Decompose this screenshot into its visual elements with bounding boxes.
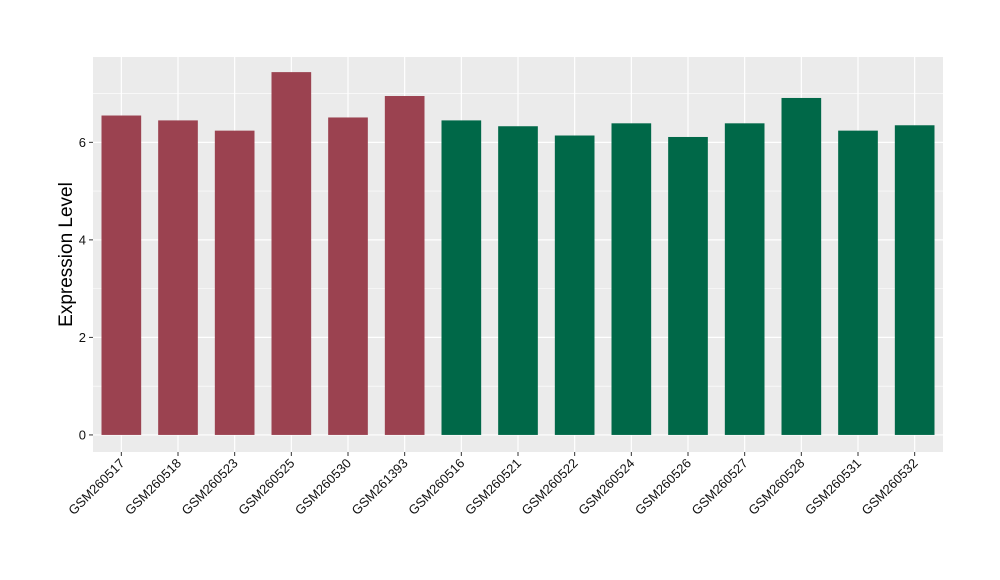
x-tick-label: GSM260516: [405, 456, 467, 518]
bars: [101, 72, 935, 435]
x-tick-label: GSM260518: [122, 456, 184, 518]
y-tick-label: 0: [79, 427, 86, 442]
bar-gsm261393: [384, 96, 425, 435]
bar-gsm260527: [724, 123, 765, 435]
x-tick-label: GSM260517: [65, 456, 127, 518]
x-tick-label: GSM260524: [575, 456, 637, 518]
x-tick-label: GSM260531: [802, 456, 864, 518]
y-axis: 0 2 4 6: [79, 135, 93, 442]
y-axis-title: Expression Level: [56, 182, 77, 327]
x-tick-label: GSM260527: [689, 456, 751, 518]
bar-gsm260524: [611, 123, 652, 435]
bar-gsm260523: [214, 130, 255, 435]
x-tick-label: GSM260525: [235, 456, 297, 518]
bar-gsm260516: [441, 120, 482, 435]
bar-gsm260518: [158, 120, 198, 435]
bar-gsm260521: [498, 126, 538, 435]
x-axis: GSM260517GSM260518GSM260523GSM260525GSM2…: [65, 452, 921, 518]
x-tick-label: GSM260526: [632, 456, 694, 518]
bar-gsm260528: [781, 97, 822, 435]
x-tick-label: GSM261393: [349, 456, 411, 518]
x-tick-label: GSM260523: [179, 456, 241, 518]
bar-gsm260525: [271, 72, 312, 435]
bar-gsm260526: [668, 136, 708, 435]
bar-gsm260532: [894, 125, 935, 435]
y-tick-label: 2: [79, 330, 86, 345]
x-tick-label: GSM260532: [859, 456, 921, 518]
bar-gsm260517: [101, 115, 142, 435]
y-tick-label: 6: [79, 135, 86, 150]
x-tick-label: GSM260530: [292, 456, 354, 518]
x-tick-label: GSM260528: [745, 456, 807, 518]
y-tick-label: 4: [79, 232, 86, 247]
bar-gsm260531: [838, 130, 878, 435]
bar-gsm260522: [554, 135, 595, 435]
x-tick-label: GSM260521: [462, 456, 524, 518]
x-tick-label: GSM260522: [519, 456, 581, 518]
bar-gsm260530: [328, 117, 368, 435]
